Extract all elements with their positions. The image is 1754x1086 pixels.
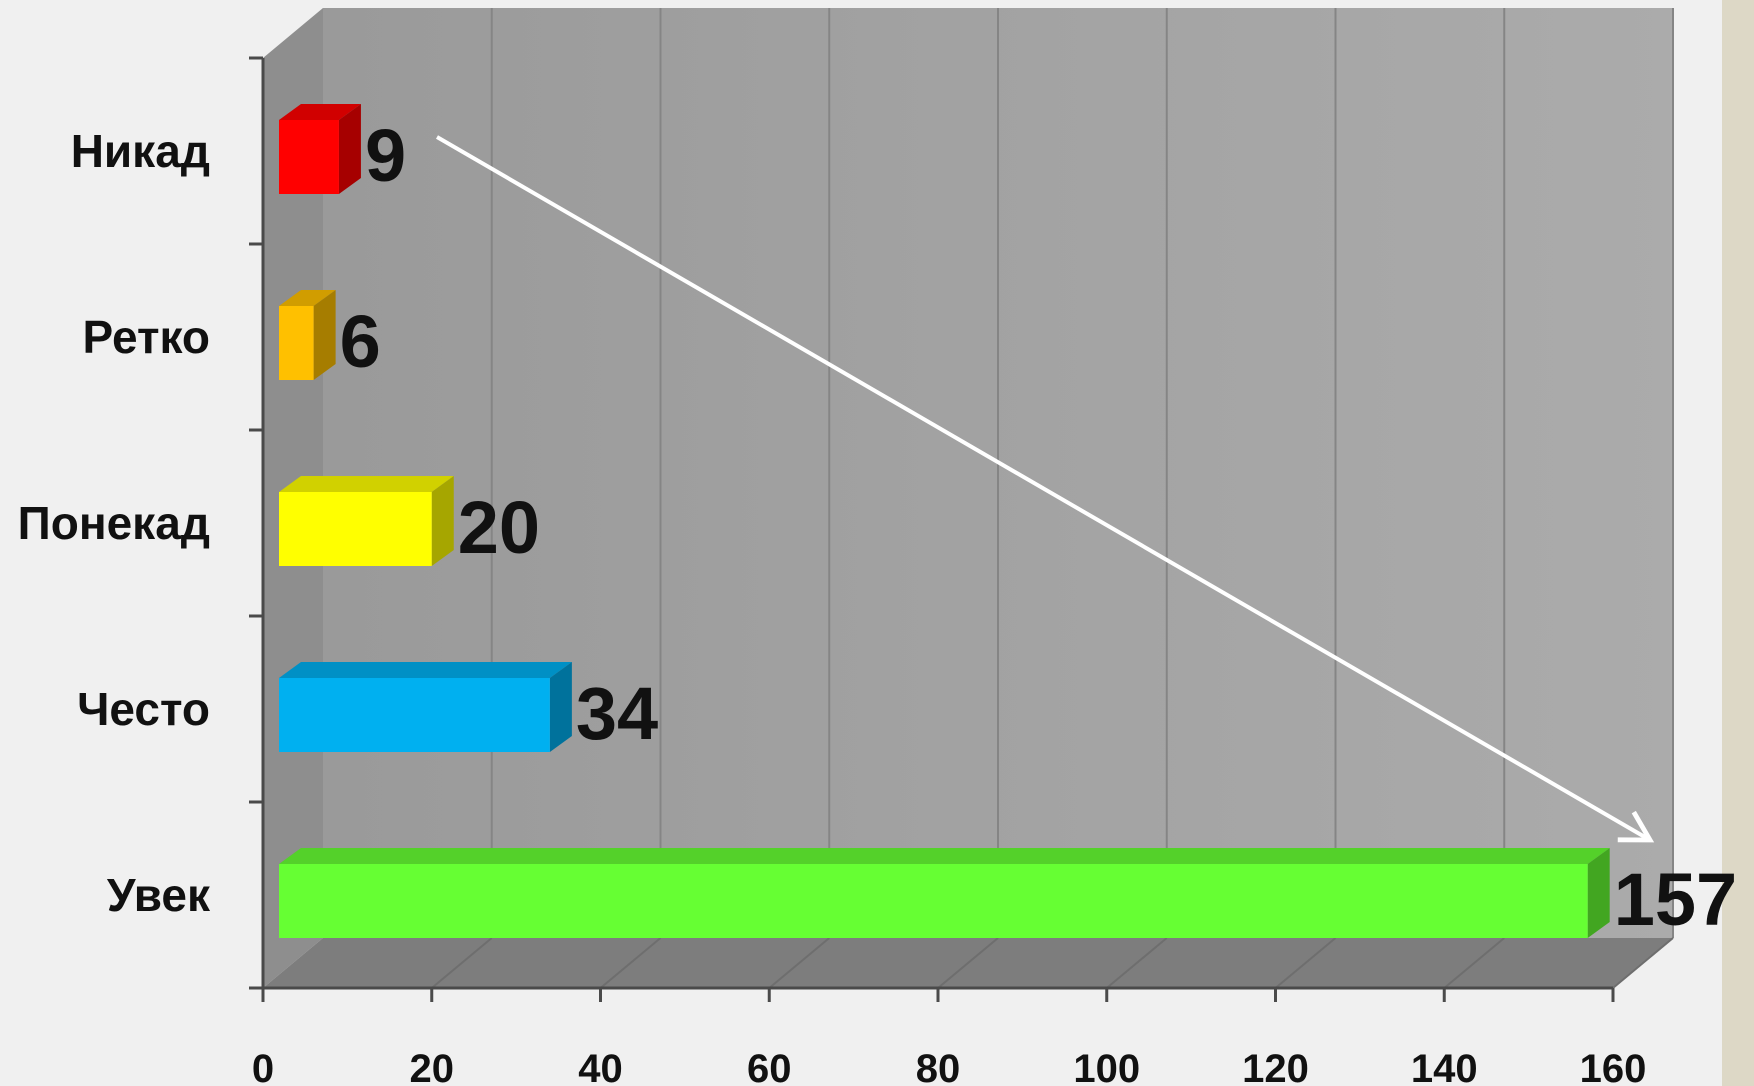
bar-end-face <box>1587 848 1610 938</box>
bar-1 <box>279 290 336 380</box>
value-label-3: 34 <box>576 672 658 755</box>
category-label-2: Понекад <box>18 497 210 549</box>
x-tick-label: 40 <box>578 1047 623 1086</box>
bar-3 <box>279 662 572 752</box>
value-label-1: 6 <box>340 300 381 383</box>
gridline-floor <box>431 937 493 989</box>
bar-top-face <box>279 290 336 306</box>
bar-end-face <box>431 476 454 566</box>
bar-0 <box>279 104 361 194</box>
bar-front-face <box>279 864 1588 938</box>
gridline-floor <box>768 937 830 989</box>
value-label-2: 20 <box>458 486 540 569</box>
category-label-3: Често <box>77 683 210 735</box>
x-tick-label: 60 <box>747 1047 792 1086</box>
bar-end-face <box>338 104 361 194</box>
gridline-floor <box>1612 937 1674 989</box>
bar-front-face <box>279 120 339 194</box>
bar-2 <box>279 476 454 566</box>
x-tick-label: 100 <box>1073 1047 1140 1086</box>
bar-front-face <box>279 492 432 566</box>
bar-4 <box>279 848 1610 938</box>
trend-arrow <box>435 135 1655 843</box>
value-label-4: 157 <box>1614 858 1737 941</box>
x-tick-label: 120 <box>1242 1047 1309 1086</box>
bar-top-face <box>279 104 361 120</box>
bar-end-face <box>313 290 336 380</box>
slide-edge-strip <box>1722 0 1754 1086</box>
category-label-0: Никад <box>71 125 210 177</box>
bar-top-face <box>279 662 572 678</box>
gridline-floor <box>1274 937 1337 989</box>
category-label-4: Увек <box>107 869 211 921</box>
category-label-1: Ретко <box>82 311 210 363</box>
value-label-0: 9 <box>365 114 406 197</box>
x-tick-label: 140 <box>1411 1047 1478 1086</box>
gridline-floor <box>599 937 662 989</box>
x-tick-label: 80 <box>916 1047 961 1086</box>
x-tick-label: 0 <box>252 1047 274 1086</box>
bar-top-face <box>279 476 454 492</box>
bar-end-face <box>549 662 572 752</box>
gridline-floor <box>937 937 999 989</box>
bar-front-face <box>279 678 550 752</box>
bar-front-face <box>279 306 314 380</box>
bar-top-face <box>279 848 1610 864</box>
gridline-floor <box>1106 937 1168 989</box>
x-tick-label: 160 <box>1580 1047 1647 1086</box>
x-tick-label: 20 <box>410 1047 455 1086</box>
gridline-floor <box>1443 937 1505 989</box>
